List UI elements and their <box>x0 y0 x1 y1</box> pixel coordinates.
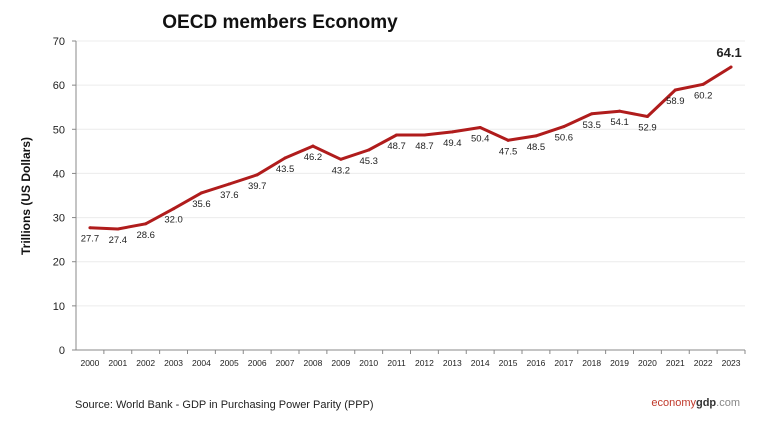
data-label: 48.7 <box>387 141 406 152</box>
x-tick-label: 2007 <box>276 358 295 368</box>
x-tick-label: 2011 <box>387 358 406 368</box>
x-tick-label: 2017 <box>554 358 573 368</box>
data-label: 43.5 <box>276 164 295 175</box>
x-tick-label: 2001 <box>108 358 127 368</box>
logo: economygdp.com <box>651 397 740 409</box>
data-label: 60.2 <box>694 90 713 101</box>
data-point <box>88 226 92 230</box>
data-point <box>673 88 677 92</box>
source-note: Source: World Bank - GDP in Purchasing P… <box>75 399 374 411</box>
x-tick-label: 2015 <box>499 358 518 368</box>
data-label: 48.5 <box>527 142 546 153</box>
data-label: 43.2 <box>332 165 351 176</box>
x-tick-label: 2008 <box>303 358 322 368</box>
x-tick-label: 2019 <box>610 358 629 368</box>
data-label: 64.1 <box>716 45 741 60</box>
data-label: 28.6 <box>136 230 155 241</box>
data-label: 50.6 <box>555 133 574 144</box>
data-point <box>172 207 176 211</box>
data-point <box>645 114 649 118</box>
data-label: 27.4 <box>109 235 128 246</box>
data-point <box>227 182 231 186</box>
data-point <box>450 130 454 134</box>
data-point <box>367 148 371 152</box>
data-point <box>255 173 259 177</box>
x-tick-label: 2000 <box>80 358 99 368</box>
data-point <box>506 138 510 142</box>
data-label: 48.7 <box>415 141 434 152</box>
data-point <box>701 82 705 86</box>
x-tick-label: 2022 <box>694 358 713 368</box>
y-tick-label: 40 <box>53 168 65 180</box>
series-line <box>89 65 732 231</box>
x-tick-label: 2014 <box>471 358 490 368</box>
x-tick-label: 2020 <box>638 358 657 368</box>
data-point <box>311 144 315 148</box>
data-point <box>478 126 482 130</box>
data-label: 49.4 <box>443 138 462 149</box>
y-tick-label: 50 <box>53 124 65 136</box>
data-point <box>199 191 203 195</box>
data-point <box>395 133 399 137</box>
y-tick-label: 30 <box>53 213 65 225</box>
x-tick-label: 2003 <box>164 358 183 368</box>
data-label: 45.3 <box>359 156 378 167</box>
data-point <box>590 112 594 116</box>
data-point <box>618 109 622 113</box>
data-label: 37.6 <box>220 190 239 201</box>
data-label: 53.5 <box>582 120 601 131</box>
data-label: 32.0 <box>164 215 183 226</box>
x-tick-label: 2010 <box>359 358 378 368</box>
data-point <box>144 222 148 226</box>
data-label: 27.7 <box>81 234 100 245</box>
x-tick-label: 2002 <box>136 358 155 368</box>
data-point <box>283 156 287 160</box>
x-tick-label: 2012 <box>415 358 434 368</box>
data-point <box>562 125 566 129</box>
data-label: 35.6 <box>192 199 211 210</box>
y-axis-label: Trillions (US Dollars) <box>19 137 33 255</box>
data-point <box>116 227 120 231</box>
x-tick-label: 2016 <box>526 358 545 368</box>
x-tick-label: 2013 <box>443 358 462 368</box>
y-tick-label: 70 <box>53 36 65 48</box>
data-point <box>534 134 538 138</box>
y-tick-label: 20 <box>53 257 65 269</box>
x-tick-label: 2004 <box>192 358 211 368</box>
x-tick-label: 2006 <box>248 358 267 368</box>
x-tick-label: 2005 <box>220 358 239 368</box>
x-tick-label: 2009 <box>331 358 350 368</box>
x-tick-label: 2018 <box>582 358 601 368</box>
y-tick-label: 0 <box>59 345 65 357</box>
data-label: 46.2 <box>304 152 323 163</box>
data-label: 58.9 <box>666 96 685 107</box>
data-label: 54.1 <box>610 117 629 128</box>
y-tick-label: 60 <box>53 80 65 92</box>
data-point <box>339 157 343 161</box>
x-tick-label: 2021 <box>666 358 685 368</box>
data-label: 39.7 <box>248 181 267 192</box>
data-label: 52.9 <box>638 122 657 133</box>
data-label: 50.4 <box>471 134 490 145</box>
x-tick-label: 2023 <box>722 358 741 368</box>
data-point <box>729 65 733 69</box>
y-tick-label: 10 <box>53 301 65 313</box>
chart-title: OECD members Economy <box>162 12 398 33</box>
data-point <box>422 133 426 137</box>
data-label: 47.5 <box>499 146 518 157</box>
